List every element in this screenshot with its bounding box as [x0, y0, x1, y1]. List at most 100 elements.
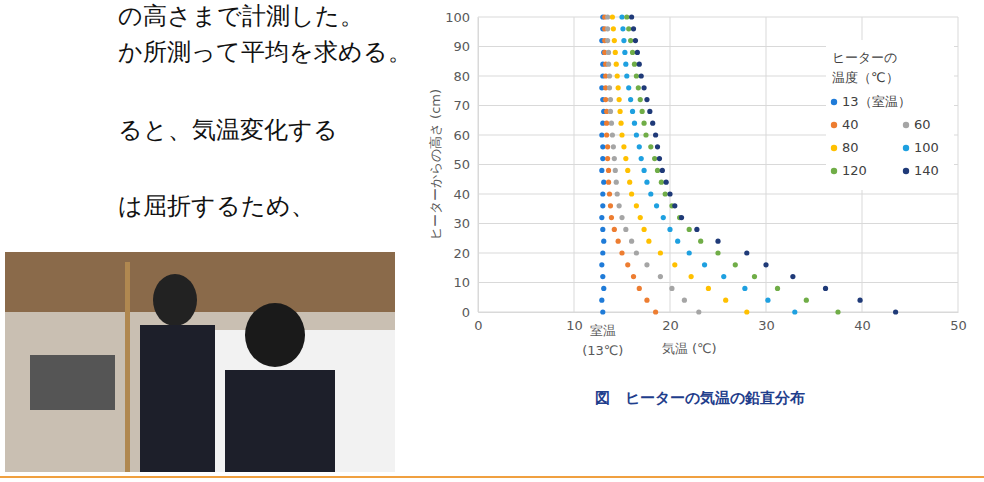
point	[679, 215, 684, 220]
point	[613, 168, 618, 173]
legend: ヒーターの温度（℃）13（室温）406080100120140	[826, 40, 954, 190]
series	[629, 14, 898, 314]
y-tick-label: 20	[453, 246, 470, 261]
point	[600, 144, 605, 149]
side-text-line: か所測って平均を求める。	[118, 38, 412, 66]
point	[607, 85, 612, 90]
point	[744, 309, 749, 314]
y-tick-label: 90	[453, 39, 470, 54]
point	[637, 62, 642, 67]
point	[605, 38, 610, 43]
y-axis: 0102030405060708090100	[445, 10, 478, 320]
legend-title: 温度（℃）	[832, 70, 899, 85]
x-tick-label: 30	[758, 318, 775, 333]
point	[600, 156, 605, 161]
point	[617, 97, 622, 102]
x-axis: 01020304050	[474, 312, 966, 333]
point	[669, 286, 674, 291]
point	[599, 132, 604, 137]
legend-label: 100	[914, 140, 939, 155]
point	[667, 191, 672, 196]
point	[619, 14, 624, 19]
point	[609, 121, 614, 126]
point	[654, 203, 659, 208]
y-tick: 10	[453, 275, 478, 290]
legend-label: 60	[914, 117, 931, 132]
point	[612, 38, 617, 43]
page: の高さまで計測した。か所測って平均を求める。ると、気温変化するは屈折するため、0…	[0, 0, 984, 482]
point	[744, 250, 749, 255]
point	[636, 85, 641, 90]
point	[611, 144, 616, 149]
point	[672, 203, 677, 208]
point	[605, 144, 610, 149]
point	[638, 97, 643, 102]
point	[633, 38, 638, 43]
point	[601, 286, 606, 291]
point	[648, 144, 653, 149]
x-tick-label: 40	[854, 318, 871, 333]
point	[630, 109, 635, 114]
point	[600, 191, 605, 196]
point	[661, 215, 666, 220]
point	[625, 168, 630, 173]
point	[610, 132, 615, 137]
y-axis-line	[478, 18, 479, 313]
y-tick: 90	[453, 39, 478, 54]
x-tick: 30	[758, 312, 775, 333]
point	[763, 262, 768, 267]
point	[606, 50, 611, 55]
legend-title: ヒーターの	[832, 50, 897, 65]
point	[612, 156, 617, 161]
grid-line-y	[478, 17, 958, 18]
point	[622, 50, 627, 55]
point	[616, 239, 621, 244]
point	[857, 298, 862, 303]
point	[648, 191, 653, 196]
point	[623, 156, 628, 161]
point	[647, 109, 652, 114]
x-tick: 50	[950, 312, 967, 333]
point	[667, 227, 672, 232]
legend-entry: 120	[831, 163, 867, 178]
legend-bg	[826, 40, 954, 190]
photo	[5, 252, 395, 472]
point	[599, 168, 604, 173]
point	[775, 286, 780, 291]
point	[611, 26, 616, 31]
point	[644, 262, 649, 267]
point	[765, 298, 770, 303]
side-text-line: の高さまで計測した。	[118, 2, 364, 30]
photo-desk	[210, 330, 395, 472]
point	[601, 180, 606, 185]
point	[639, 73, 644, 78]
grid-line-y	[478, 223, 958, 224]
point	[672, 262, 677, 267]
point	[600, 309, 605, 314]
point	[601, 50, 606, 55]
point	[687, 250, 692, 255]
x-tick-label: 10	[566, 318, 583, 333]
photo-person	[245, 303, 305, 367]
point	[658, 250, 663, 255]
point	[689, 274, 694, 279]
point	[630, 50, 635, 55]
legend-entry: 100	[903, 140, 939, 155]
marks	[599, 14, 898, 314]
point	[606, 168, 611, 173]
point	[608, 203, 613, 208]
point	[653, 132, 658, 137]
grid	[478, 17, 958, 312]
point	[624, 73, 629, 78]
point	[657, 156, 662, 161]
y-tick: 40	[453, 187, 478, 202]
point	[723, 298, 728, 303]
point	[607, 191, 612, 196]
point	[626, 26, 631, 31]
point	[624, 14, 629, 19]
y-tick-label: 50	[453, 157, 470, 172]
point	[600, 250, 605, 255]
point	[599, 215, 604, 220]
point	[804, 298, 809, 303]
point	[653, 309, 658, 314]
